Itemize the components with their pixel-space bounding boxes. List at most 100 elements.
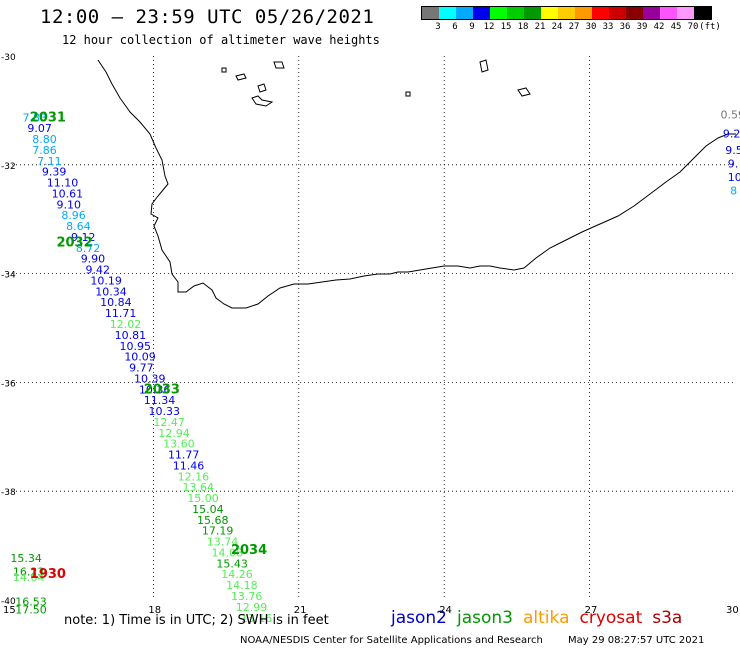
- legend-swatches: [421, 6, 712, 20]
- swh-observation-label: 17.50: [15, 604, 47, 617]
- legend-label-3: 12: [483, 22, 495, 32]
- credit-line: NOAA/NESDIS Center for Satellite Applica…: [240, 635, 704, 646]
- map-subtitle: 12 hour collection of altimeter wave hei…: [62, 33, 380, 47]
- units-note: note: 1) Time is in UTC; 2) SWH is in fe…: [64, 613, 329, 628]
- swh-observation-label: 9.5: [725, 144, 740, 157]
- swh-observation-label: 9.39: [42, 166, 67, 179]
- lon-tick-label: 18: [148, 605, 161, 616]
- swh-observation-label: 9.42: [86, 264, 111, 277]
- swh-observation-label: 16.53: [15, 595, 47, 608]
- legend-swatch-16: [694, 7, 711, 19]
- legend-swatch-10: [592, 7, 609, 19]
- legend-swatch-3: [473, 7, 490, 19]
- swh-observation-label: 10.34: [95, 285, 127, 298]
- satellite-key-altika: altika: [523, 608, 570, 628]
- satellite-key-jason2: jason2: [391, 608, 447, 628]
- legend-label-6: 21: [534, 22, 546, 32]
- swh-observation-label: 9.07: [27, 122, 51, 135]
- pass-time-label: 2031: [30, 110, 66, 125]
- swh-observation-label: 12.02: [110, 318, 142, 331]
- legend-swatch-8: [558, 7, 575, 19]
- lat-tick-label: -38: [1, 488, 16, 498]
- lat-tick-label: -36: [1, 379, 16, 389]
- wave-height-legend: 3 6 9 12 15 18 21 24 27 30 33 36 39 42 45 70 (ft): [421, 6, 721, 34]
- swh-observation-label: 14.26: [221, 568, 253, 581]
- lat-tick-label: -40: [1, 597, 16, 607]
- swh-observation-label: 8.80: [32, 133, 57, 146]
- lon-tick-label: 15: [3, 605, 16, 616]
- island-4: [251, 95, 274, 107]
- swh-observation-label: 15.43: [216, 557, 248, 570]
- legend-swatch-2: [456, 7, 473, 19]
- legend-label-8: 27: [568, 22, 580, 32]
- legend-swatch-6: [524, 7, 541, 19]
- swh-observation-label: 10.81: [115, 329, 147, 342]
- swh-observation-label: 12.16: [178, 470, 210, 483]
- credit-text: NOAA/NESDIS Center for Satellite Applica…: [240, 635, 543, 646]
- legend-swatch-5: [507, 7, 524, 19]
- swh-observation-label: 15.68: [197, 514, 229, 527]
- pass-time-label: 1930: [30, 567, 66, 582]
- island-8: [517, 87, 531, 97]
- map-title: 12:00 – 23:59 UTC 05/26/2021: [40, 6, 375, 28]
- swh-observation-label: 17.19: [202, 525, 234, 538]
- legend-swatch-1: [439, 7, 456, 19]
- legend-swatch-12: [626, 7, 643, 19]
- pass-time-label: 2033: [144, 382, 180, 397]
- swh-observation-label: 9.12: [71, 231, 96, 244]
- lat-tick-label: -30: [1, 53, 16, 63]
- swh-observation-label: 10.39: [134, 372, 166, 385]
- swh-observation-label: 10.36: [139, 383, 171, 396]
- swh-observation-label: 12.94: [158, 427, 190, 440]
- map-grid: [8, 56, 735, 600]
- island-2: [235, 73, 247, 81]
- legend-label-12: 39: [636, 22, 648, 32]
- legend-label-14: 45: [670, 22, 682, 32]
- lat-tick-label: -32: [1, 162, 16, 172]
- swh-observation-label: 15.34: [10, 552, 42, 565]
- island-7: [405, 91, 411, 97]
- generated-timestamp: May 29 08:27:57 UTC 2021: [568, 635, 705, 646]
- legend-label-0: 3: [435, 22, 441, 32]
- swh-observation-label: 9.10: [56, 198, 81, 211]
- swh-observation-label: 8.72: [76, 242, 101, 255]
- satellite-key-s3a: s3a: [652, 608, 683, 628]
- legend-label-15: 70: [687, 22, 699, 32]
- swh-observation-label: 11.10: [47, 177, 78, 190]
- lat-tick-label: -34: [1, 271, 16, 281]
- island-1: [221, 67, 227, 73]
- swh-observation-label: 14.64: [13, 571, 44, 584]
- legend-label-13: 42: [653, 22, 665, 32]
- swh-observation-label: 15.04: [192, 503, 224, 516]
- swh-observation-label: 15.00: [187, 492, 219, 505]
- swh-observation-label: 10.84: [100, 296, 132, 309]
- swh-observation-label: 11.34: [144, 394, 176, 407]
- legend-label-10: 33: [602, 22, 614, 32]
- swh-observation-label: 10.19: [90, 274, 122, 287]
- swh-observation-label: 7.86: [32, 144, 57, 157]
- swh-observation-label: 13.76: [231, 590, 262, 603]
- legend-swatch-7: [541, 7, 558, 19]
- swh-observation-label: 8: [730, 185, 737, 198]
- legend-swatch-11: [609, 7, 626, 19]
- swh-observation-label: 10.61: [52, 187, 83, 200]
- swh-observation-label: 13.74: [207, 536, 239, 549]
- legend-swatch-4: [490, 7, 507, 19]
- swh-observation-label: 13.64: [182, 481, 214, 494]
- swh-observation-label: 9.77: [129, 362, 154, 375]
- swh-observation-label: 7.11: [37, 155, 62, 168]
- legend-label-7: 24: [551, 22, 563, 32]
- satellite-key-cryosat: cryosat: [579, 608, 643, 628]
- swh-observation-label: 10.95: [119, 340, 150, 353]
- legend-label-16: (ft): [699, 22, 721, 32]
- island-5: [273, 61, 285, 69]
- legend-swatch-14: [660, 7, 677, 19]
- legend-label-4: 15: [500, 22, 512, 32]
- lon-tick-label: 30: [726, 605, 739, 616]
- swh-observation-label: 10.33: [149, 405, 181, 418]
- swh-observation-label: 9.: [728, 158, 739, 171]
- swh-observation-label: 8.64: [66, 220, 91, 233]
- swh-observation-label: 11.71: [105, 307, 137, 320]
